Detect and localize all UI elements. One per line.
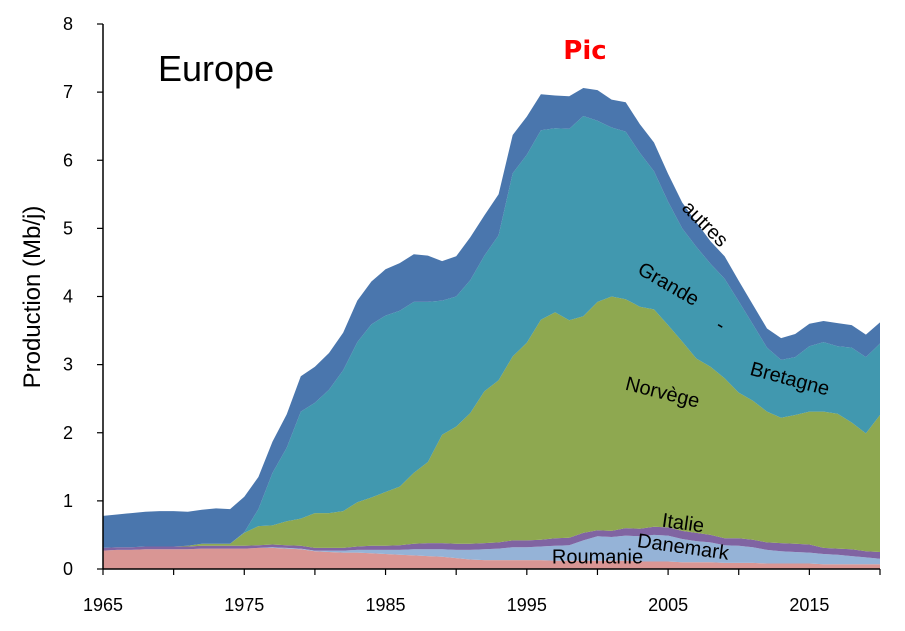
y-tick-label: 6 — [63, 150, 73, 170]
y-axis-label: Production (Mb/j) — [19, 206, 46, 389]
x-tick-label: 1985 — [366, 595, 406, 615]
y-tick-label: 2 — [63, 423, 73, 443]
y-tick-label: 8 — [63, 14, 73, 34]
y-tick-label: 3 — [63, 355, 73, 375]
axes — [97, 23, 881, 575]
y-tick-labels: 0 1 2 3 4 5 6 7 8 — [63, 14, 73, 579]
y-tick-label: 4 — [63, 287, 73, 307]
chart-title: Europe — [158, 48, 274, 89]
x-tick-labels: 1965 1975 1985 1995 2005 2015 — [83, 595, 829, 615]
x-tick-label: 1975 — [224, 595, 264, 615]
x-tick-label: 2015 — [789, 595, 829, 615]
x-tick-label: 1965 — [83, 595, 123, 615]
area-danemark — [103, 534, 880, 565]
x-tick-label: 1995 — [507, 595, 547, 615]
stacked-areas — [103, 88, 880, 569]
y-tick-label: 5 — [63, 218, 73, 238]
x-tick-label: 2005 — [648, 595, 688, 615]
peak-annotation: Pic — [563, 36, 606, 66]
area-italie — [103, 526, 880, 559]
area-norv-ge — [103, 296, 880, 552]
series-label: Roumanie — [552, 547, 643, 569]
area-grande-bretagne — [103, 116, 880, 548]
area-roumanie — [103, 547, 880, 569]
y-tick-label: 1 — [63, 491, 73, 511]
y-tick-label: 7 — [63, 82, 73, 102]
y-tick-label: 0 — [63, 559, 73, 579]
